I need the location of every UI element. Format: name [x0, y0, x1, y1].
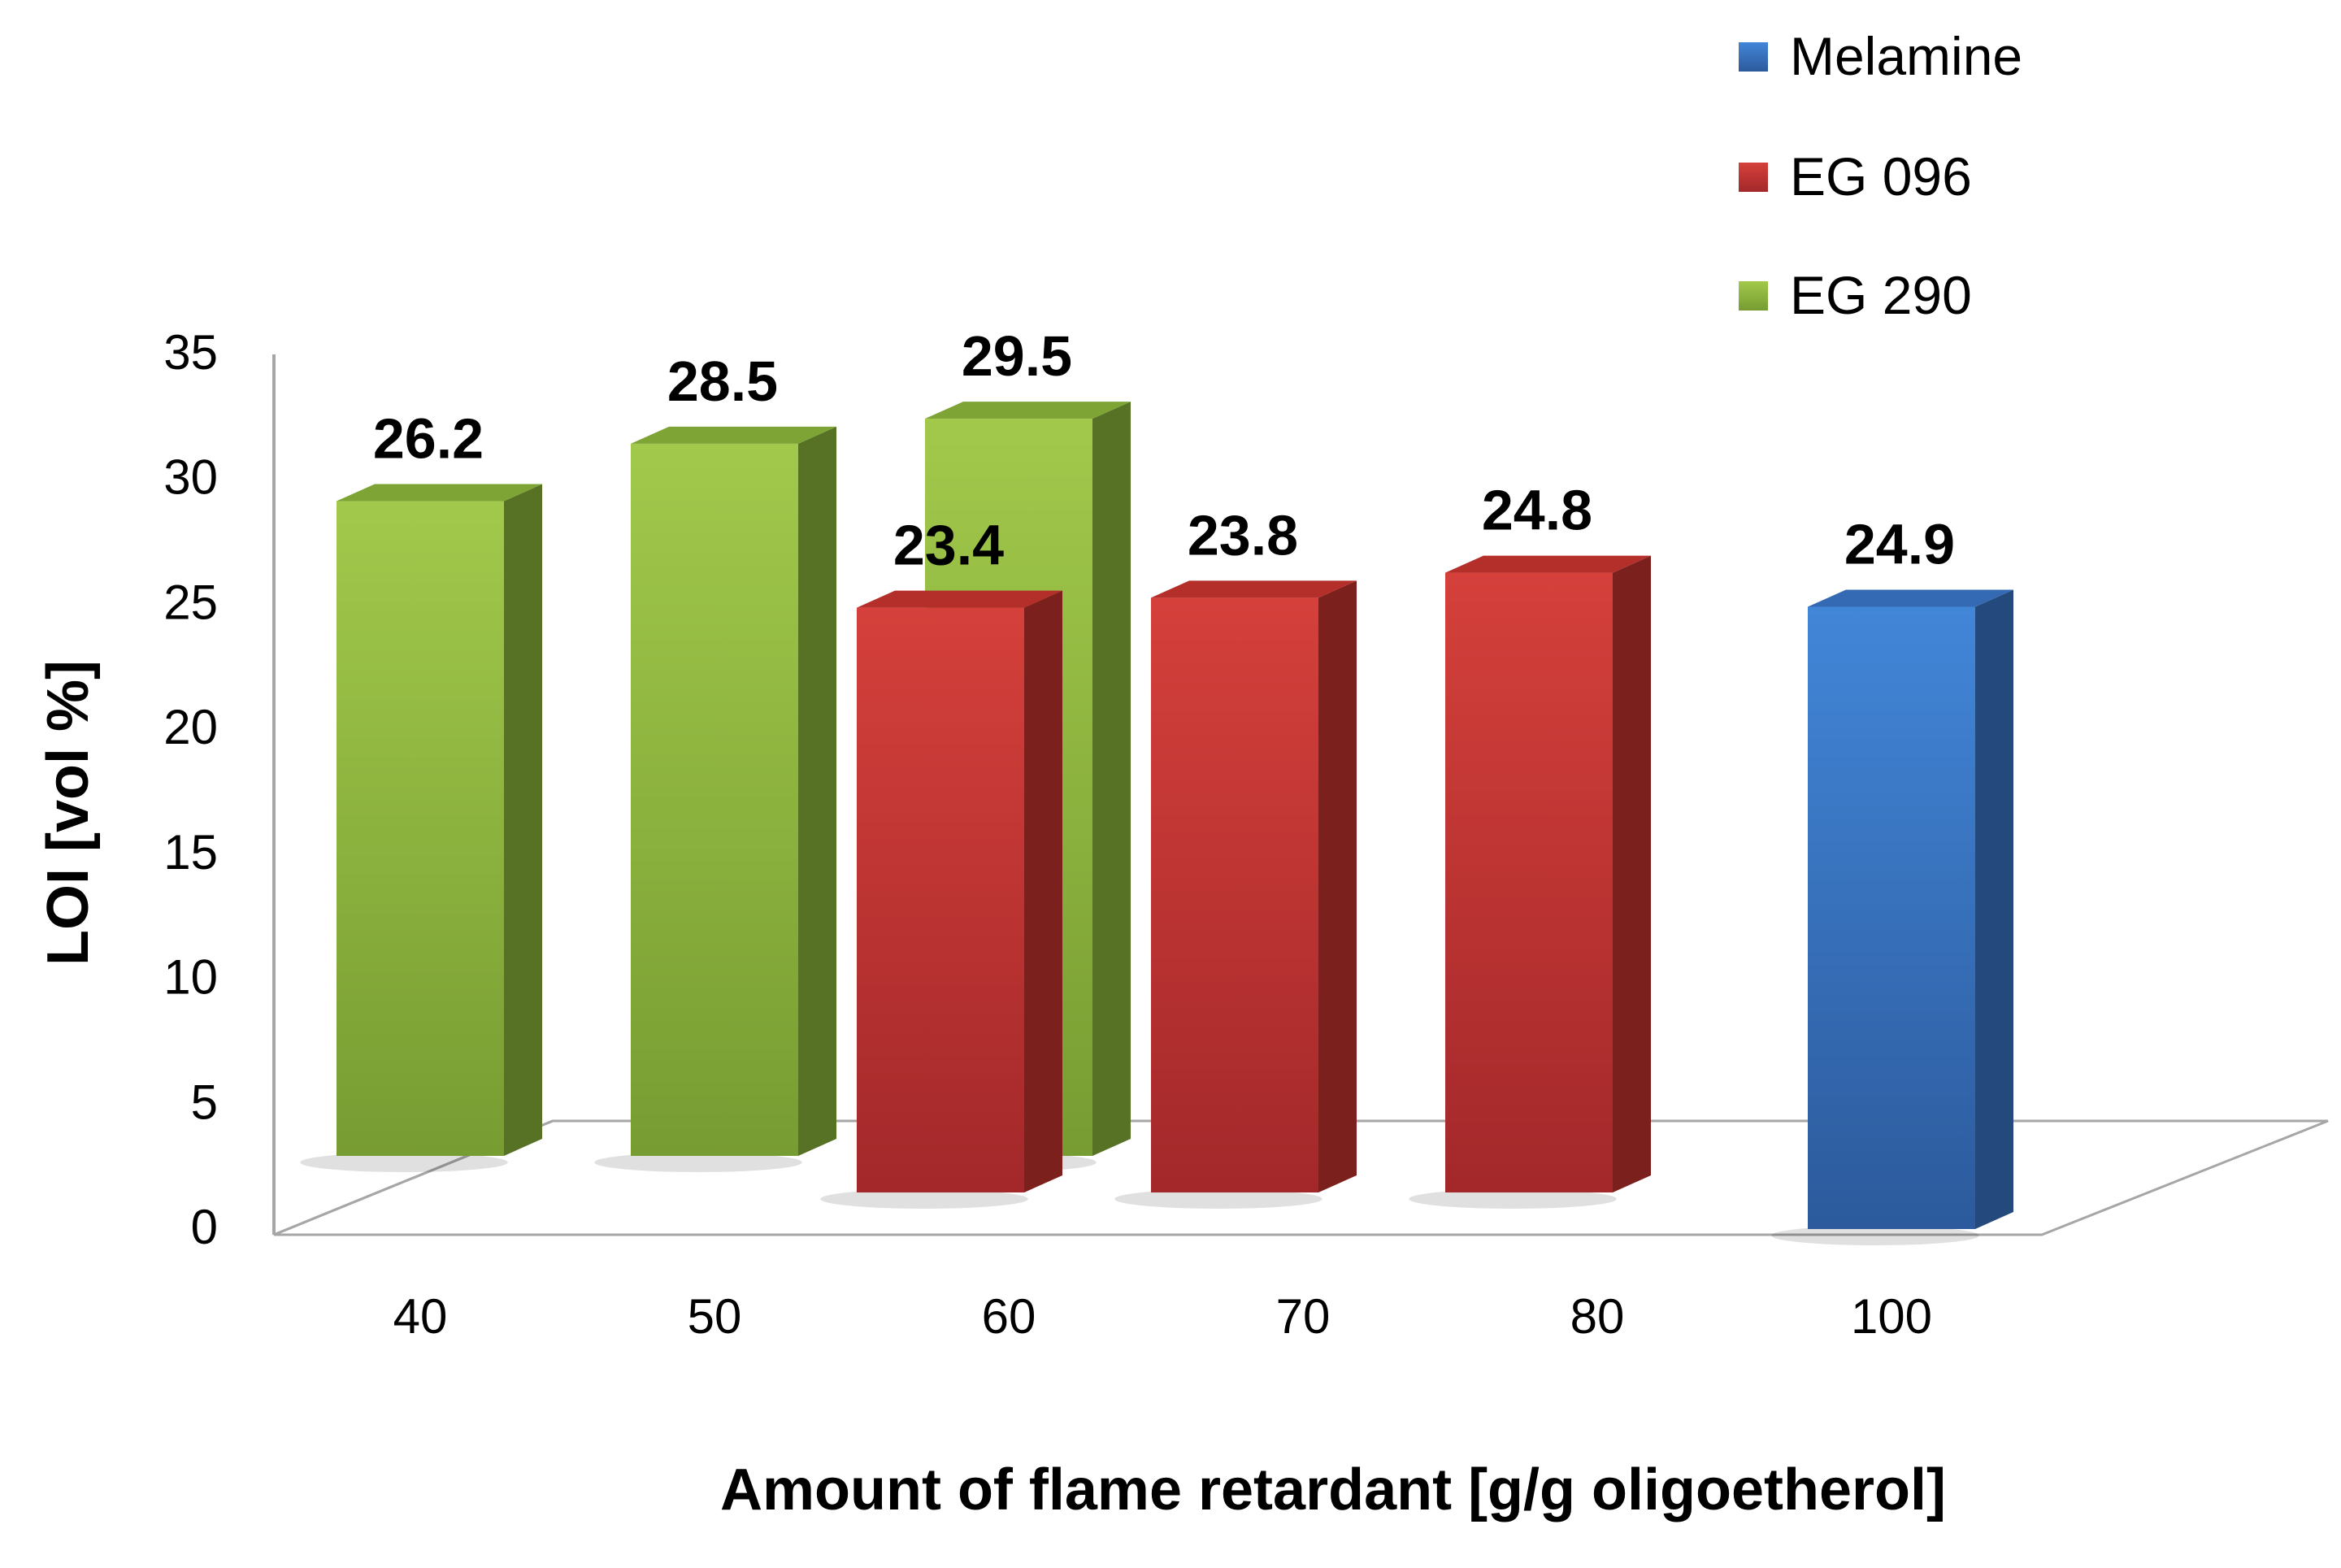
x-tick-label: 100 [1851, 1289, 1932, 1344]
bar-side-face [1613, 555, 1651, 1192]
x-tick-label: 40 [393, 1289, 448, 1344]
bar-front-face [337, 501, 504, 1156]
y-tick-label: 5 [191, 1075, 218, 1129]
data-label-eg-290-40: 26.2 [373, 407, 484, 471]
bar-shadow [594, 1153, 802, 1172]
legend-item-eg-290: EG 290 [1739, 265, 1972, 325]
bar-side-face [1318, 580, 1357, 1192]
bar-front-face [1808, 606, 1975, 1229]
bar-shadow [820, 1189, 1028, 1209]
y-axis-title: LOI [vol %] [36, 660, 101, 966]
bar-side-face [1024, 590, 1062, 1192]
bar-top-face [1808, 589, 2013, 607]
bar-eg-096-70 [1114, 580, 1357, 1209]
data-label-eg-096-60: 23.4 [893, 514, 1004, 577]
data-label-eg-096-80: 24.8 [1482, 479, 1592, 542]
bar-shadow [300, 1153, 508, 1172]
x-tick-label: 80 [1570, 1289, 1625, 1344]
bars-layer [300, 402, 2013, 1245]
y-tick-label: 0 [191, 1200, 218, 1254]
bar-eg-290-50 [594, 426, 836, 1172]
y-tick-label: 25 [163, 575, 218, 629]
bar-top-face [1445, 555, 1651, 573]
legend-label: EG 096 [1790, 146, 1972, 206]
bar-side-face [1092, 402, 1131, 1157]
bar-shadow [1771, 1226, 1979, 1245]
bar-top-face [857, 590, 1062, 608]
x-axis-title: Amount of flame retardant [g/g oligoethe… [720, 1457, 1946, 1522]
legend-item-melamine: Melamine [1739, 26, 2022, 86]
bar-front-face [631, 443, 798, 1156]
bar-top-face [337, 484, 542, 502]
data-label-eg-290-50: 28.5 [667, 350, 778, 413]
y-tick-label: 10 [163, 950, 218, 1005]
data-label-eg-096-70: 23.8 [1188, 503, 1298, 567]
y-tick-label: 15 [163, 825, 218, 880]
bar-shadow [1409, 1189, 1617, 1209]
bar-front-face [1151, 597, 1318, 1192]
y-tick-label: 35 [163, 325, 218, 380]
bar-shadow [1114, 1189, 1323, 1209]
bar-eg-096-80 [1409, 555, 1651, 1209]
legend-swatch [1739, 42, 1768, 72]
legend-label: Melamine [1790, 26, 2022, 86]
x-tick-label: 70 [1276, 1289, 1331, 1344]
bar-eg-290-40 [300, 484, 542, 1172]
bar-side-face [1975, 589, 2013, 1229]
bar-side-face [798, 426, 836, 1156]
y-tick-label: 20 [163, 700, 218, 754]
bar-top-face [631, 426, 836, 444]
bar-side-face [504, 484, 542, 1156]
legend-label: EG 290 [1790, 265, 1972, 325]
bar-top-face [1151, 580, 1357, 598]
x-tick-label: 60 [982, 1289, 1036, 1344]
bar-front-face [1445, 572, 1613, 1192]
bar-top-face [925, 402, 1131, 419]
x-tick-label: 50 [688, 1289, 742, 1344]
bar-front-face [857, 607, 1024, 1192]
legend-item-eg-096: EG 096 [1739, 146, 1972, 206]
data-label-eg-290-60: 29.5 [962, 324, 1072, 388]
bar-melamine-100 [1771, 589, 2013, 1245]
data-label-melamine-100: 24.9 [1844, 513, 1955, 576]
legend-swatch [1739, 281, 1768, 311]
bar-eg-096-60 [820, 590, 1062, 1209]
legend-swatch [1739, 163, 1768, 192]
labels-layer: 0 5 10 15 20 25 30 35 40 50 60 70 80 100 Amount of fla… [36, 26, 2022, 1522]
y-tick-label: 30 [163, 450, 218, 505]
